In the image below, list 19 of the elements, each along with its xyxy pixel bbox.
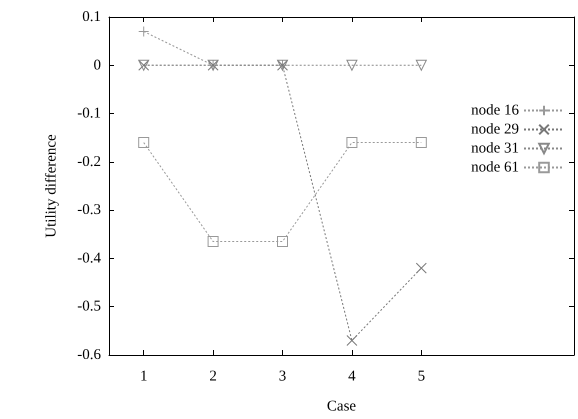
legend-label: node 61 xyxy=(471,160,519,176)
legend-label: node 31 xyxy=(471,140,519,156)
y-axis-title: Utility difference xyxy=(44,134,60,238)
legend-label: node 29 xyxy=(471,122,519,138)
legend-label: node 16 xyxy=(471,102,520,118)
y-tick-label: -0.6 xyxy=(77,347,102,363)
x-tick-label: 4 xyxy=(348,368,356,384)
y-tick-label: -0.5 xyxy=(77,298,101,315)
x-tick-label: 3 xyxy=(278,368,286,384)
y-tick-label: 0 xyxy=(94,57,101,74)
y-tick-label: -0.3 xyxy=(77,202,101,218)
x-tick-label: 5 xyxy=(418,368,426,384)
x-tick-label: 2 xyxy=(209,368,217,384)
y-tick-label: -0.4 xyxy=(77,250,102,266)
x-axis-title: Case xyxy=(326,398,356,414)
x-tick-label: 1 xyxy=(140,368,148,384)
y-tick-label: -0.1 xyxy=(77,106,101,122)
y-tick-label: 0.1 xyxy=(82,9,101,25)
y-tick-label: -0.2 xyxy=(77,154,101,170)
